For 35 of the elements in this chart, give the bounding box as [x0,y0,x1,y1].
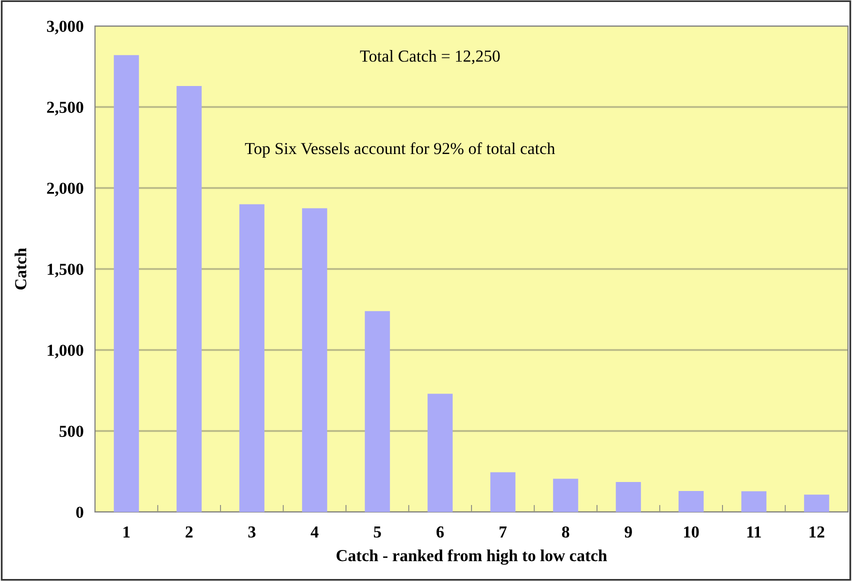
x-tick-label: 9 [624,526,632,538]
x-tick-label: 11 [747,526,761,538]
bar [616,482,641,512]
bar [490,472,516,512]
y-tick-label: 2,500 [47,102,84,116]
y-tick-label: 0 [76,506,84,518]
x-axis-title: Catch - ranked from high to low catch [336,549,607,565]
y-tick-label: 1,000 [48,344,84,358]
x-tick-label: 2 [186,526,193,538]
y-tick-label: 1,500 [48,264,84,278]
x-tick-label: 12 [810,526,824,538]
y-tick-label: 500 [60,426,84,437]
y-tick-label: 2,000 [47,182,84,196]
bar [428,394,453,512]
bar [678,490,704,512]
x-tick-label: 10 [684,526,699,538]
bar [804,494,830,512]
bar [553,478,578,512]
bar [114,55,139,512]
y-axis-title: Catch [14,248,26,290]
bar [741,491,766,512]
x-tick-label: 3 [248,526,256,538]
x-tick-label: 6 [436,526,444,538]
annotation: Top Six Vessels account for 92% of total catch [245,142,555,158]
y-tick-label: 3,000 [47,20,84,34]
bar [176,86,202,512]
x-tick-label: 5 [374,526,381,538]
x-tick-label: 4 [310,526,318,538]
x-tick-label: 7 [500,526,507,538]
x-tick-label: 1 [124,526,130,538]
x-tick-label: 8 [562,526,570,538]
bar [239,204,264,512]
bar [364,311,390,512]
bar [302,208,328,512]
annotation: Total Catch = 12,250 [360,50,500,64]
